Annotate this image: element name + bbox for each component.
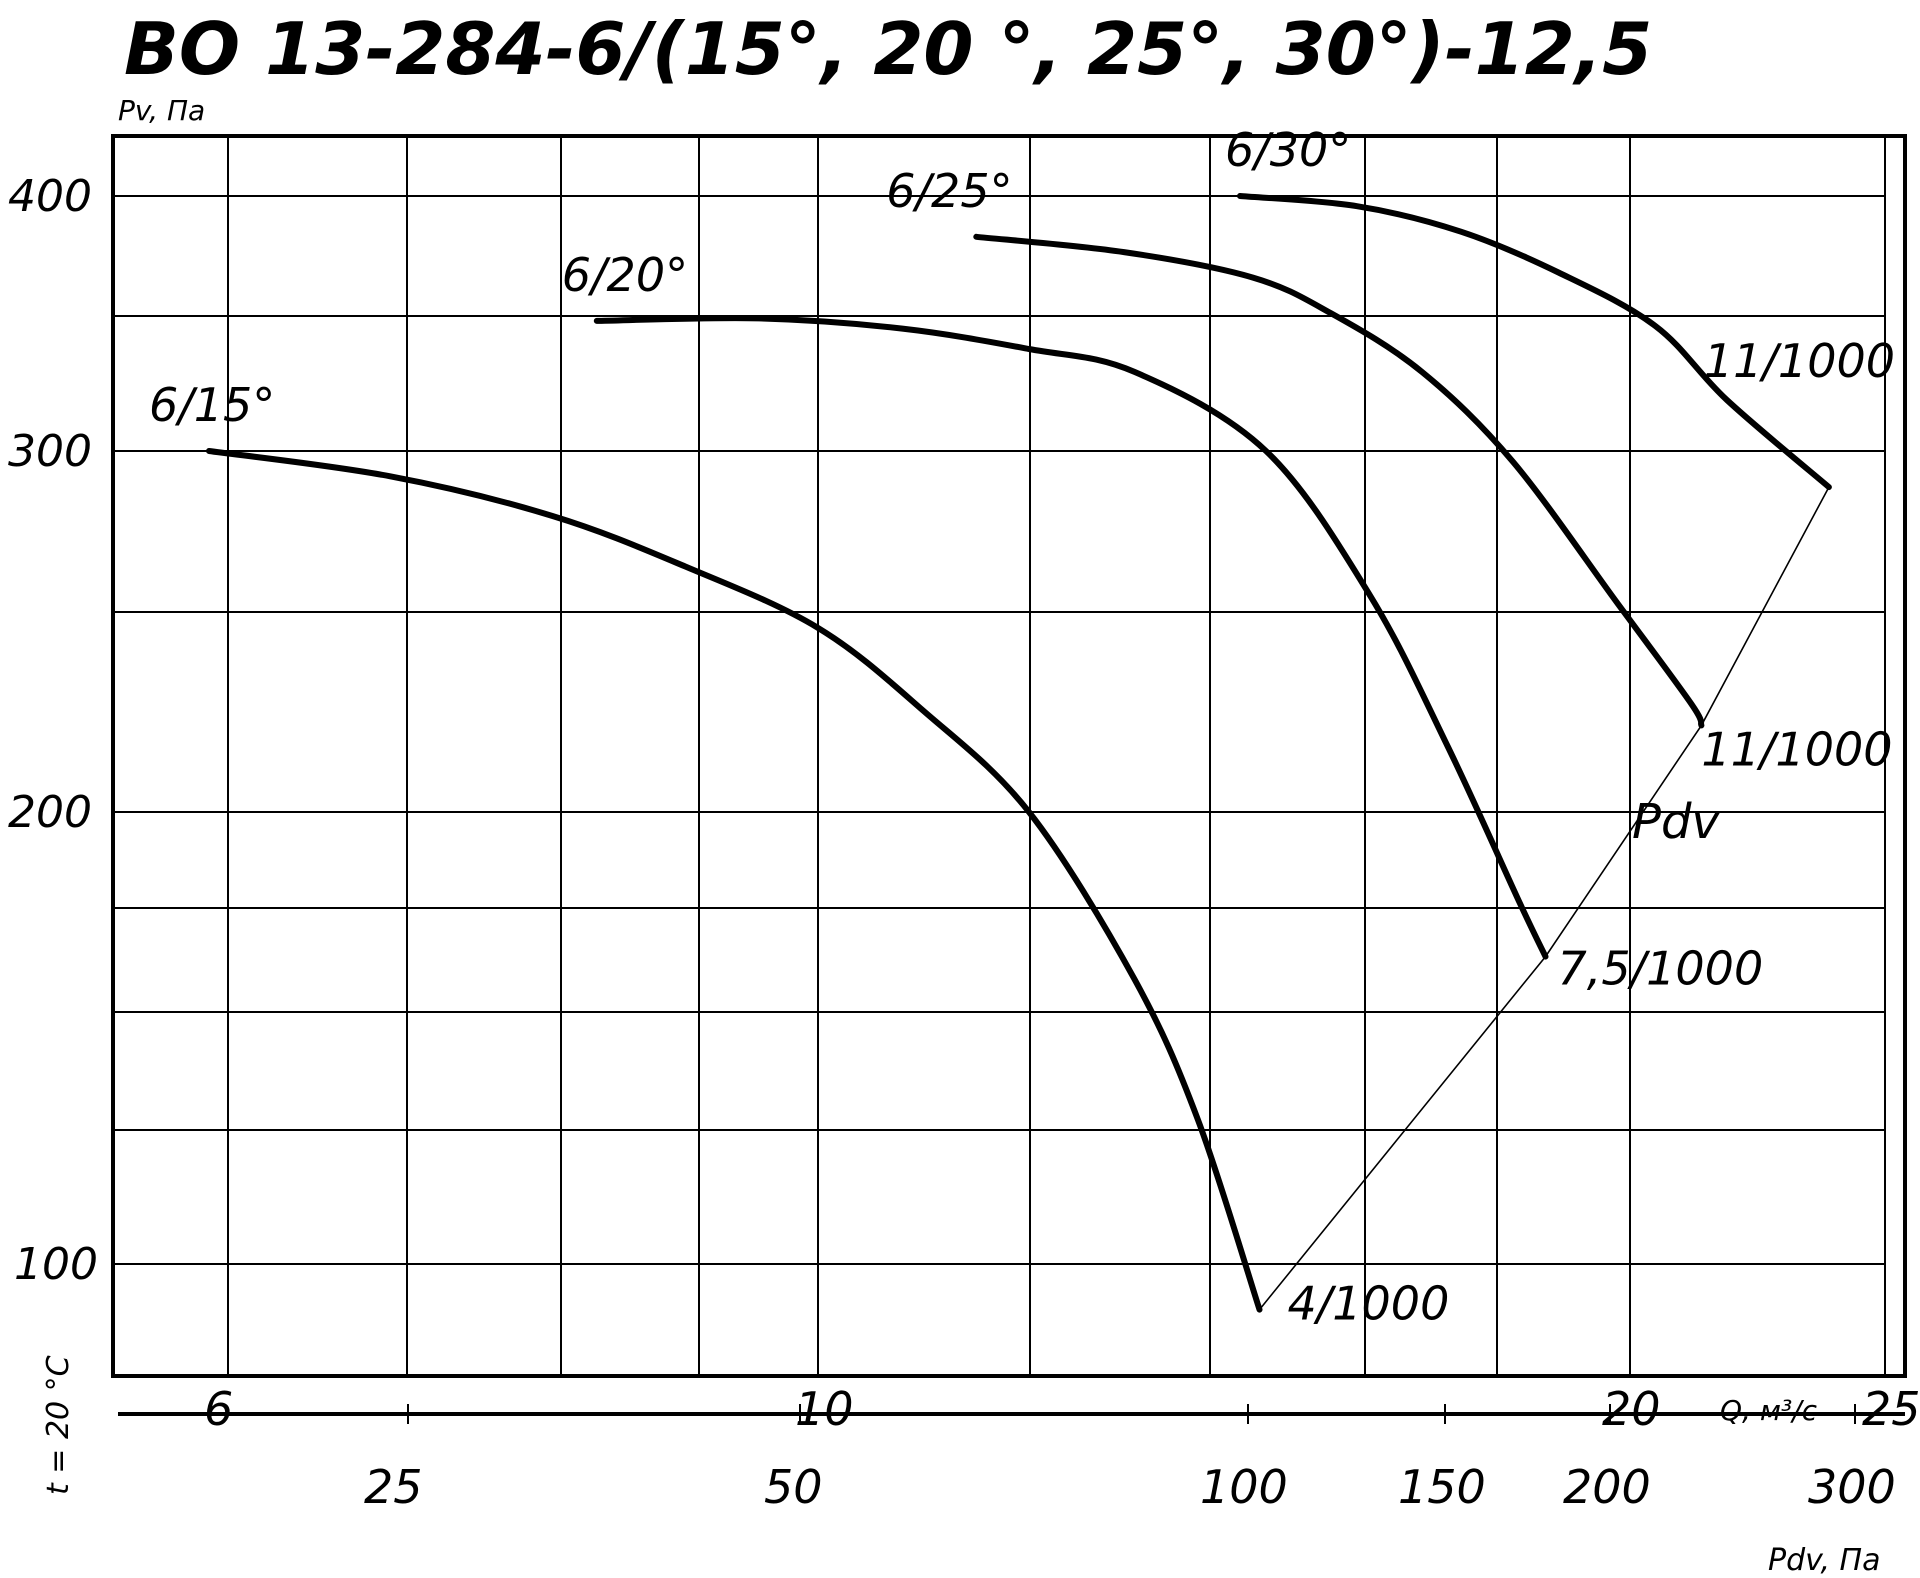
y-axis-label: Pv, Па xyxy=(118,94,205,127)
series-name-label-4: 6/30° xyxy=(1225,123,1351,177)
x-tick-label-25: 25 xyxy=(1862,1382,1920,1436)
series-line-3 xyxy=(973,233,1705,729)
pdv-axis-label: Pdv, Па xyxy=(1768,1543,1880,1578)
series-name-label-3: 6/25° xyxy=(886,164,1012,218)
series-end-label-2: 7,5/1000 xyxy=(1558,942,1764,996)
chart-title: ВО 13-284-6/(15°, 20 °, 25°, 30°)-12,5 xyxy=(124,7,1652,91)
x-tick-label-6: 6 xyxy=(204,1382,233,1436)
pdv-tick-label-100: 100 xyxy=(1200,1460,1288,1514)
pdv-tick-label-25: 25 xyxy=(364,1460,423,1514)
y-tick-label-100: 100 xyxy=(14,1239,98,1290)
series-end-label-1: 4/1000 xyxy=(1288,1277,1450,1331)
series-name-label-2: 6/20° xyxy=(562,248,688,302)
plot-frame xyxy=(111,134,1907,1378)
y-tick-label-300: 300 xyxy=(8,426,92,477)
series-labels: 6/15° 4/1000 6/20° 7,5/1000 6/25° 11/1000 6/30… xyxy=(149,123,1895,1331)
x-tick-label-10: 10 xyxy=(795,1382,854,1436)
y-tick-labels: 400 300 200 100 xyxy=(8,171,98,1290)
temperature-note: t = 20 °C xyxy=(41,1355,76,1495)
pdv-tick-label-200: 200 xyxy=(1563,1460,1651,1514)
grid xyxy=(113,136,1886,1376)
pdv-tick-label-300: 300 xyxy=(1808,1460,1896,1514)
series-end-label-4: 11/1000 xyxy=(1704,334,1895,388)
series-name-label-1: 6/15° xyxy=(149,378,275,432)
x-tick-label-20: 20 xyxy=(1602,1382,1661,1436)
pdv-tick-label-50: 50 xyxy=(764,1460,823,1514)
pdv-tick-label-150: 150 xyxy=(1398,1460,1486,1514)
series-line-2 xyxy=(593,315,1549,960)
pdv-tick-labels: 25 50 100 150 200 300 xyxy=(364,1460,1896,1514)
y-tick-label-400: 400 xyxy=(8,171,92,222)
series-line-1 xyxy=(206,448,1263,1313)
pdv-line xyxy=(1258,486,1830,1311)
x-tick-labels: 6 10 20 25 xyxy=(204,1382,1920,1436)
series-curves xyxy=(206,193,1832,1313)
pdv-axis-ticks xyxy=(407,1404,1856,1424)
pdv-line-label: Pdv xyxy=(1632,794,1720,850)
series-line-4 xyxy=(1237,193,1832,491)
y-tick-label-200: 200 xyxy=(8,787,92,838)
x-axis-label: Q, м³/с xyxy=(1720,1394,1818,1427)
series-end-label-3: 11/1000 xyxy=(1701,722,1892,776)
